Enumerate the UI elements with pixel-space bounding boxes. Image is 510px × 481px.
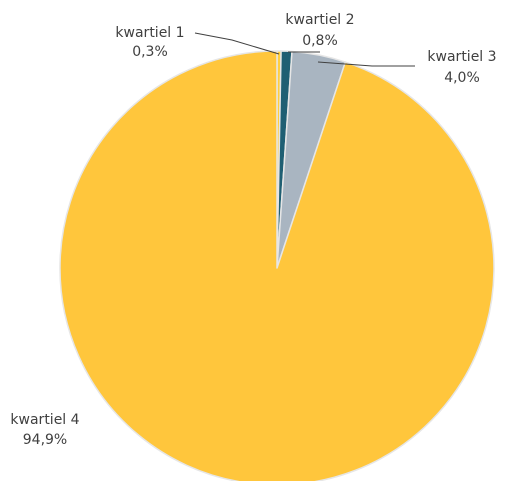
leader-lines (194, 32, 415, 67)
slice-value-label-2: 0,8% (302, 33, 338, 49)
slice-value-label-1: 0,3% (132, 44, 168, 60)
pie-slice-4 (59, 50, 495, 481)
slice-label-1: kwartiel 1 (115, 25, 184, 41)
slice-value-label-4: 94,9% (23, 432, 67, 448)
pie-slices (59, 50, 495, 481)
slice-label-2: kwartiel 2 (285, 12, 354, 28)
slice-labels: kwartiel 1 0,3% kwartiel 2 0,8% kwartiel 3 4,… (10, 12, 496, 448)
slice-label-3: kwartiel 3 (427, 49, 496, 65)
leader-line-3 (317, 61, 415, 67)
slice-value-label-3: 4,0% (444, 70, 480, 86)
leader-line-1 (194, 32, 280, 55)
slice-label-4: kwartiel 4 (10, 412, 79, 428)
